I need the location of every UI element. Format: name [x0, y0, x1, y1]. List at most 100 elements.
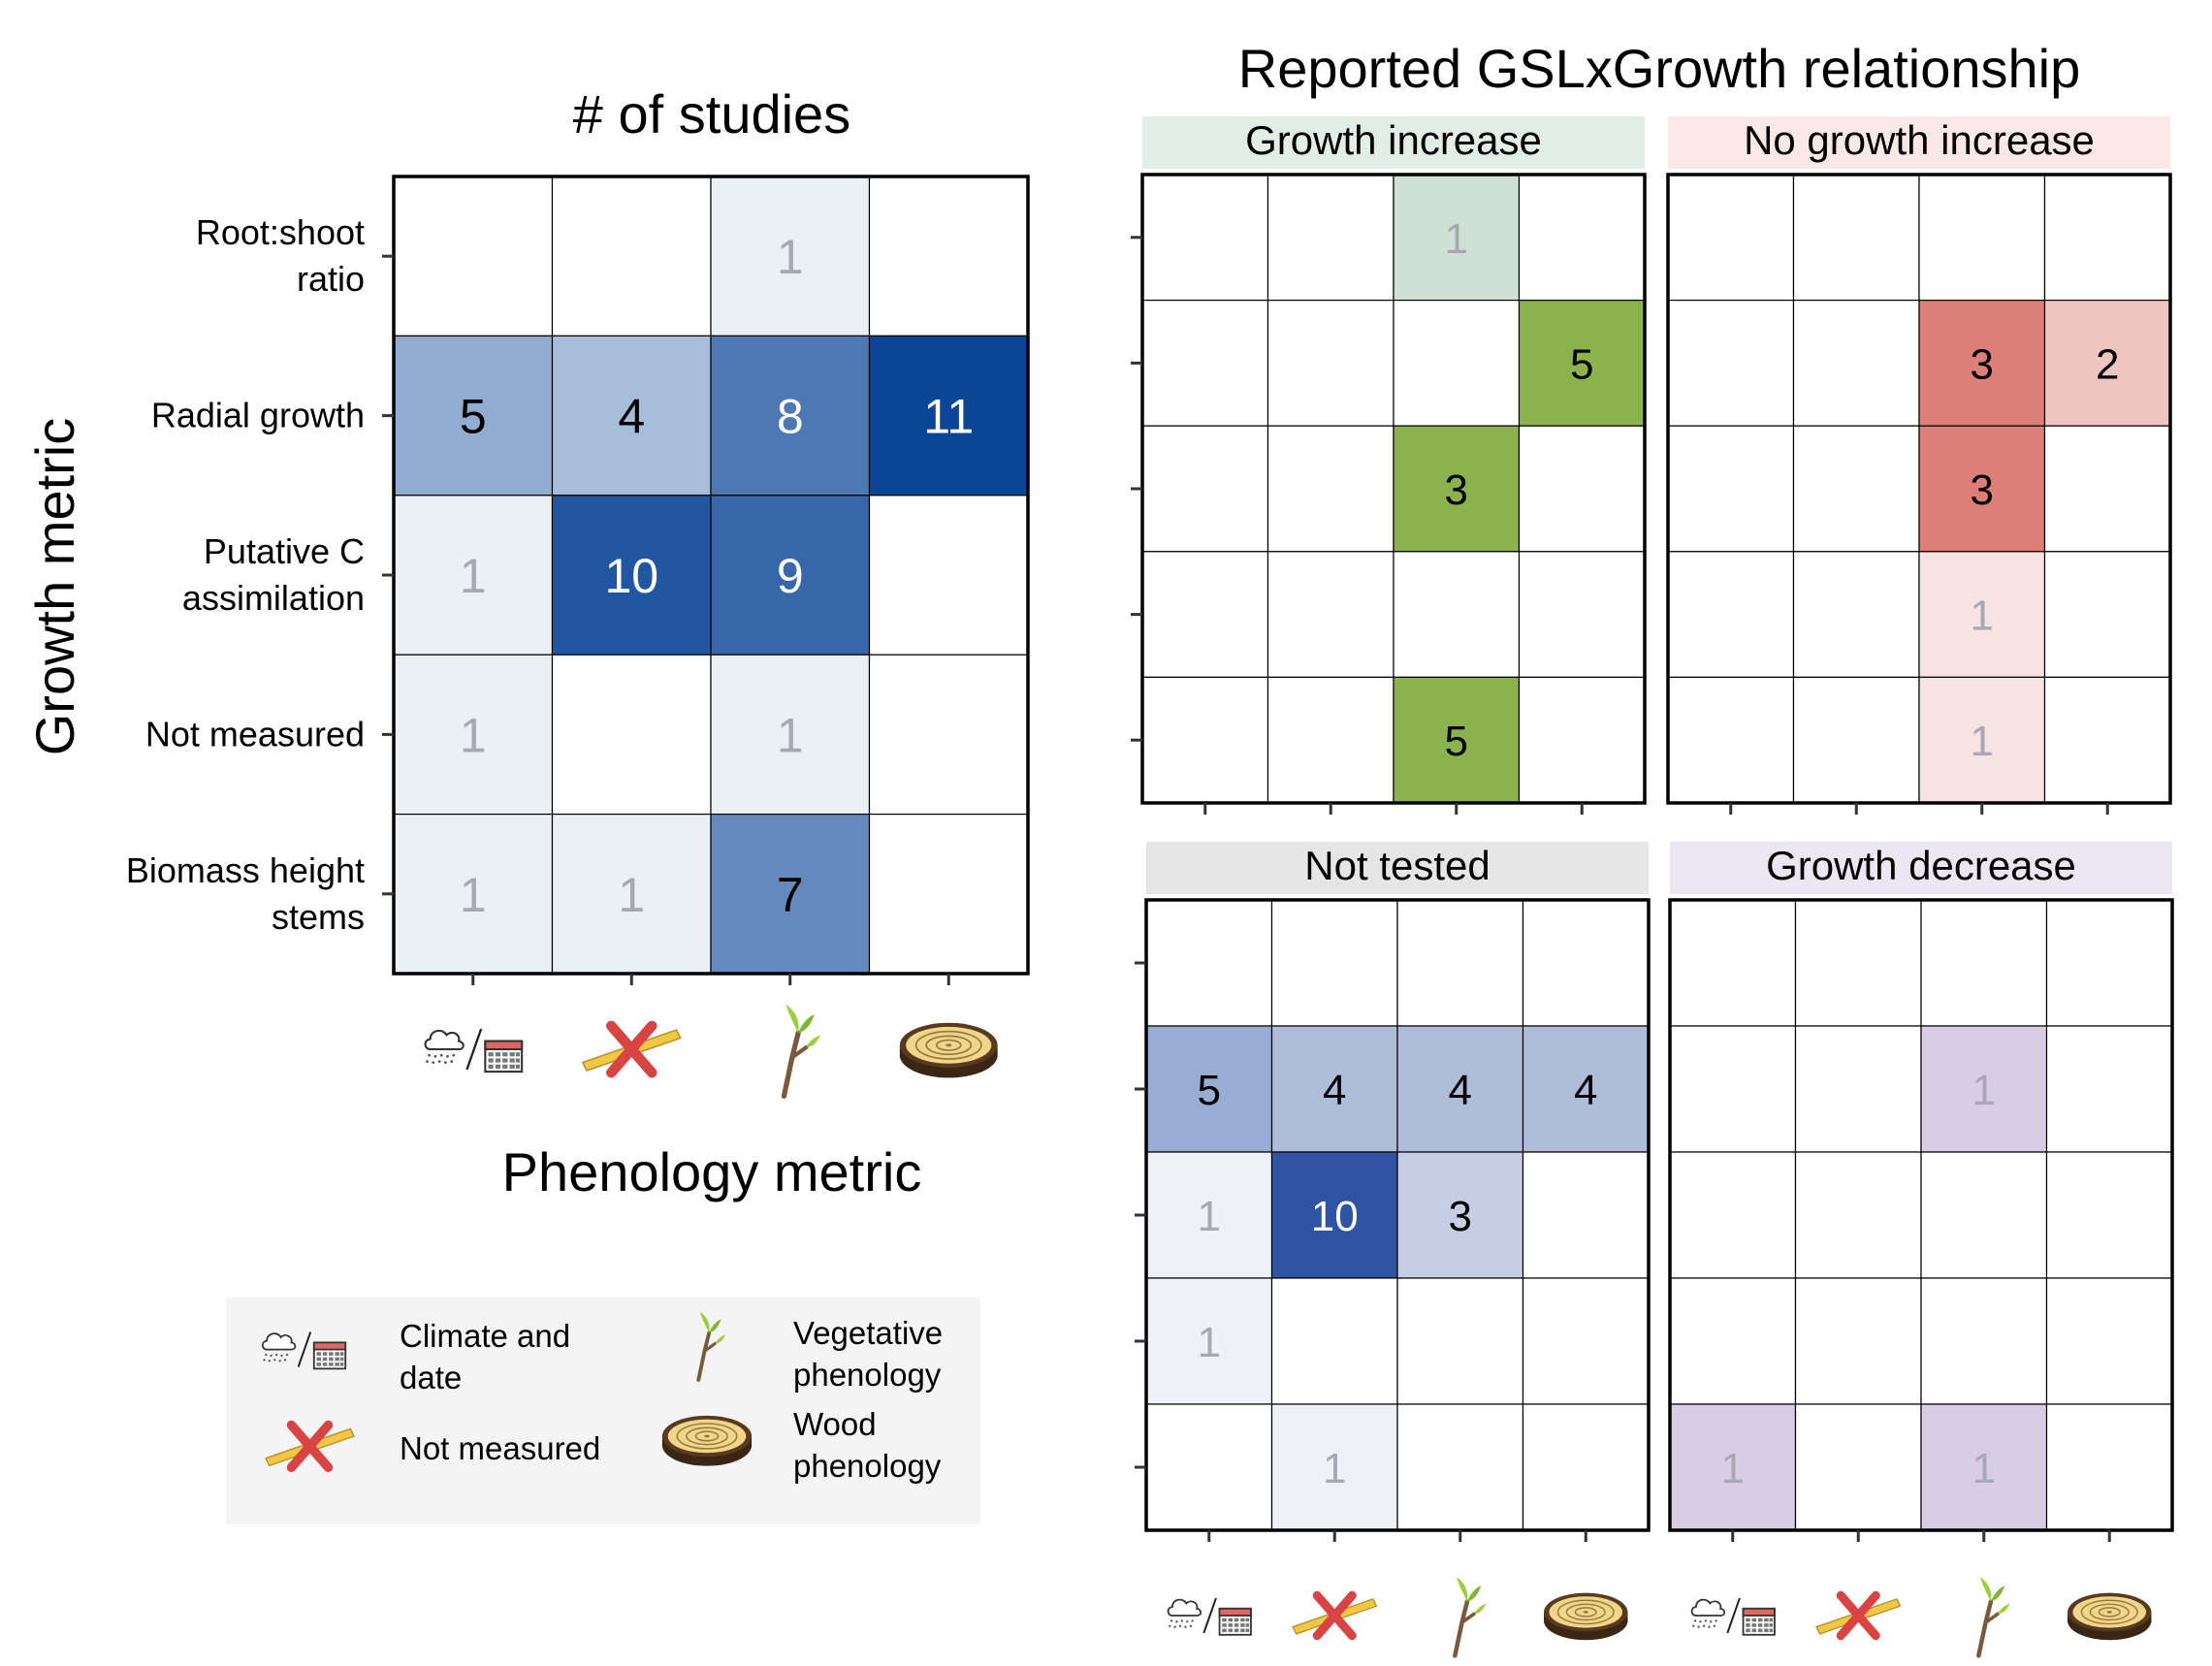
- heatmap-cell: [1794, 1277, 1922, 1405]
- heatmap-cell: [1396, 1151, 1524, 1279]
- heatmap-cell: [1669, 1025, 1797, 1153]
- facet-strip: [1142, 116, 1645, 169]
- cell-value-label: 2: [2096, 340, 2119, 388]
- heatmap-cell: [1266, 300, 1395, 427]
- heatmap-cell: [868, 654, 1029, 816]
- heatmap-cell: [868, 813, 1029, 975]
- heatmap-cell: [1522, 1025, 1650, 1153]
- left-heatmap: 15 4 8 111 10 91 11 1 7: [382, 175, 1030, 985]
- heatmap-cell: [2043, 425, 2171, 553]
- x-tick-ruler-cross-icon: [1816, 1595, 1900, 1635]
- facet-not-tested: Not tested 5 4 4 4 1 10 3 1 1: [1135, 842, 1651, 1542]
- facet-growth-decrease: Growth decrease 1 1 1: [1668, 842, 2174, 1542]
- heatmap-cell: [1522, 899, 1650, 1027]
- y-tick-label: stems: [272, 897, 365, 937]
- legend: Climate and date Not measured Vegetative…: [226, 1298, 980, 1524]
- x-tick-cloud-calendar-icon: [1167, 1597, 1252, 1636]
- heatmap-cell: [2045, 899, 2173, 1027]
- heatmap-cell: [1145, 1151, 1273, 1279]
- cell-value-label: 9: [777, 549, 804, 603]
- cell-value-label: 4: [1574, 1067, 1597, 1114]
- heatmap-cell: [1667, 551, 1795, 678]
- heatmap-cell: [551, 813, 712, 975]
- right-chart-title: Reported GSLxGrowth relationship: [1238, 38, 2080, 99]
- cell-value-label: 1: [777, 230, 804, 284]
- heatmap-cell: [710, 654, 871, 816]
- facet-strip: [1146, 842, 1649, 894]
- heatmap-cell: [1522, 1151, 1650, 1279]
- cell-value-label: 10: [604, 549, 658, 603]
- cell-value-label: 1: [460, 549, 487, 603]
- cell-value-label: 3: [1971, 466, 1994, 514]
- x-tick-twig-icon: [1978, 1577, 2009, 1655]
- y-tick-label: Not measured: [145, 714, 365, 753]
- heatmap-cell: [1794, 1025, 1922, 1153]
- heatmap-cell: [710, 813, 871, 975]
- heatmap-cell: [1792, 551, 1920, 678]
- heatmap-cell: [2045, 1403, 2173, 1531]
- heatmap-cell: [1669, 1151, 1797, 1279]
- x-tick-cloud-calendar-icon: [424, 1027, 524, 1073]
- heatmap-cell: [1667, 425, 1795, 553]
- cell-value-label: 1: [1972, 1067, 1996, 1114]
- cell-value-label: 3: [1449, 1193, 1472, 1240]
- heatmap-cell: [1518, 676, 1646, 804]
- heatmap-cell: [710, 335, 871, 497]
- x-tick-tree-ring-icon: [2067, 1591, 2153, 1641]
- heatmap-cell: [1145, 1277, 1273, 1405]
- heatmap-cell: [1794, 1151, 1922, 1279]
- heatmap-cell: [1270, 899, 1398, 1027]
- cell-value-label: 1: [777, 708, 804, 762]
- left-y-axis-label: Growth metric: [24, 418, 85, 756]
- cell-value-label: 10: [1311, 1193, 1359, 1240]
- heatmap-cell: [1522, 1403, 1650, 1531]
- cell-value-label: 3: [1971, 340, 1994, 388]
- heatmap-cell: [1270, 1151, 1398, 1279]
- heatmap-cell: [1794, 1403, 1922, 1531]
- heatmap-cell: [1141, 300, 1269, 427]
- heatmap-cell: [868, 495, 1029, 656]
- cell-value-label: 1: [1445, 215, 1468, 263]
- heatmap-cell: [1918, 174, 2046, 302]
- cell-value-label: 5: [1570, 340, 1593, 388]
- heatmap-cell: [710, 176, 871, 336]
- heatmap-cell: [1518, 174, 1646, 302]
- legend-tree-ring-icon: [661, 1415, 753, 1467]
- legend-label-climate-line2: date: [400, 1360, 462, 1395]
- heatmap-cell: [1920, 1403, 2048, 1531]
- heatmap-cell: [1518, 551, 1646, 678]
- facet-panels: Growth increase 1 5 3 5 No growth increase 3 2 3…: [1131, 116, 2174, 1542]
- cell-value-label: 4: [1323, 1067, 1346, 1114]
- heatmap-cell: [1792, 676, 1920, 804]
- heatmap-cell: [393, 176, 554, 336]
- y-tick-label: Root:shoot: [196, 212, 365, 252]
- x-tick-twig-icon: [1455, 1577, 1486, 1655]
- heatmap-cell: [1141, 676, 1269, 804]
- y-tick-label: assimilation: [182, 578, 365, 618]
- heatmap-cell: [1667, 174, 1795, 302]
- facet-strip: [1670, 842, 2172, 894]
- cell-value-label: 1: [1971, 593, 1994, 640]
- heatmap-cell: [1396, 1403, 1524, 1531]
- panel-border: [1668, 898, 2174, 1532]
- heatmap-cell: [1266, 174, 1395, 302]
- heatmap-cell: [1667, 300, 1795, 427]
- legend-label-vegetative-line1: Vegetative: [793, 1315, 943, 1351]
- heatmap-cell: [1792, 300, 1920, 427]
- heatmap-cell: [1393, 425, 1521, 553]
- heatmap-cell: [1396, 899, 1524, 1027]
- facet-strip-label: No growth increase: [1744, 117, 2095, 163]
- x-tick-twig-icon: [784, 1005, 820, 1097]
- x-tick-tree-ring-icon: [899, 1021, 999, 1079]
- heatmap-cell: [1396, 1025, 1524, 1153]
- heatmap-cell: [1396, 1277, 1524, 1405]
- legend-label-vegetative-line2: phenology: [793, 1357, 942, 1393]
- heatmap-cell: [1393, 174, 1521, 302]
- y-tick-label: ratio: [297, 259, 365, 299]
- heatmap-cell: [1518, 300, 1646, 427]
- cell-value-label: 1: [1971, 718, 1994, 765]
- facet-strip-label: Growth decrease: [1766, 843, 2076, 888]
- cell-value-label: 1: [1721, 1445, 1745, 1492]
- cell-value-label: 1: [460, 868, 487, 922]
- heatmap-cell: [1918, 425, 2046, 553]
